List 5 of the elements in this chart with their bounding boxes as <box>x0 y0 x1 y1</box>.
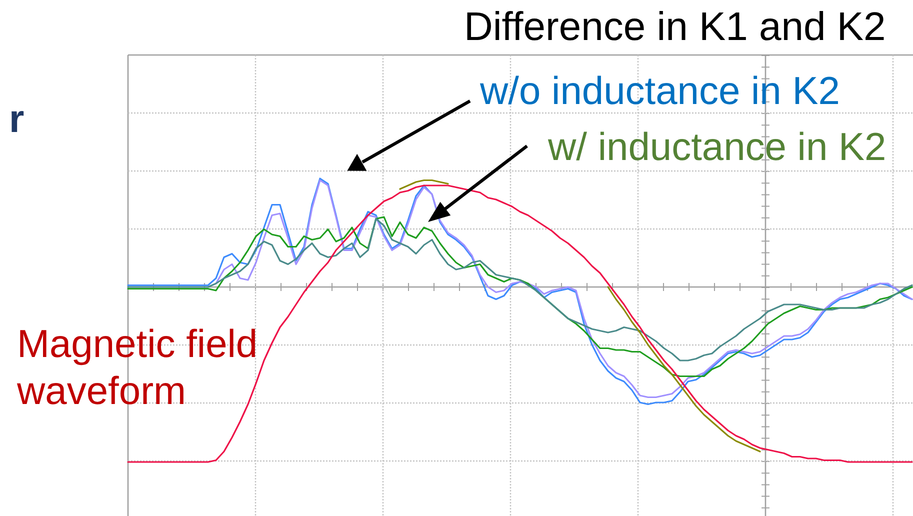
text: w/ inductance in K2 <box>547 126 886 169</box>
chart-title: Difference in K1 and K2 <box>464 5 886 49</box>
annotation: Magnetic field waveform <box>16 323 258 413</box>
text: r <box>9 98 24 141</box>
text: w/o inductance in K2 <box>479 70 840 113</box>
